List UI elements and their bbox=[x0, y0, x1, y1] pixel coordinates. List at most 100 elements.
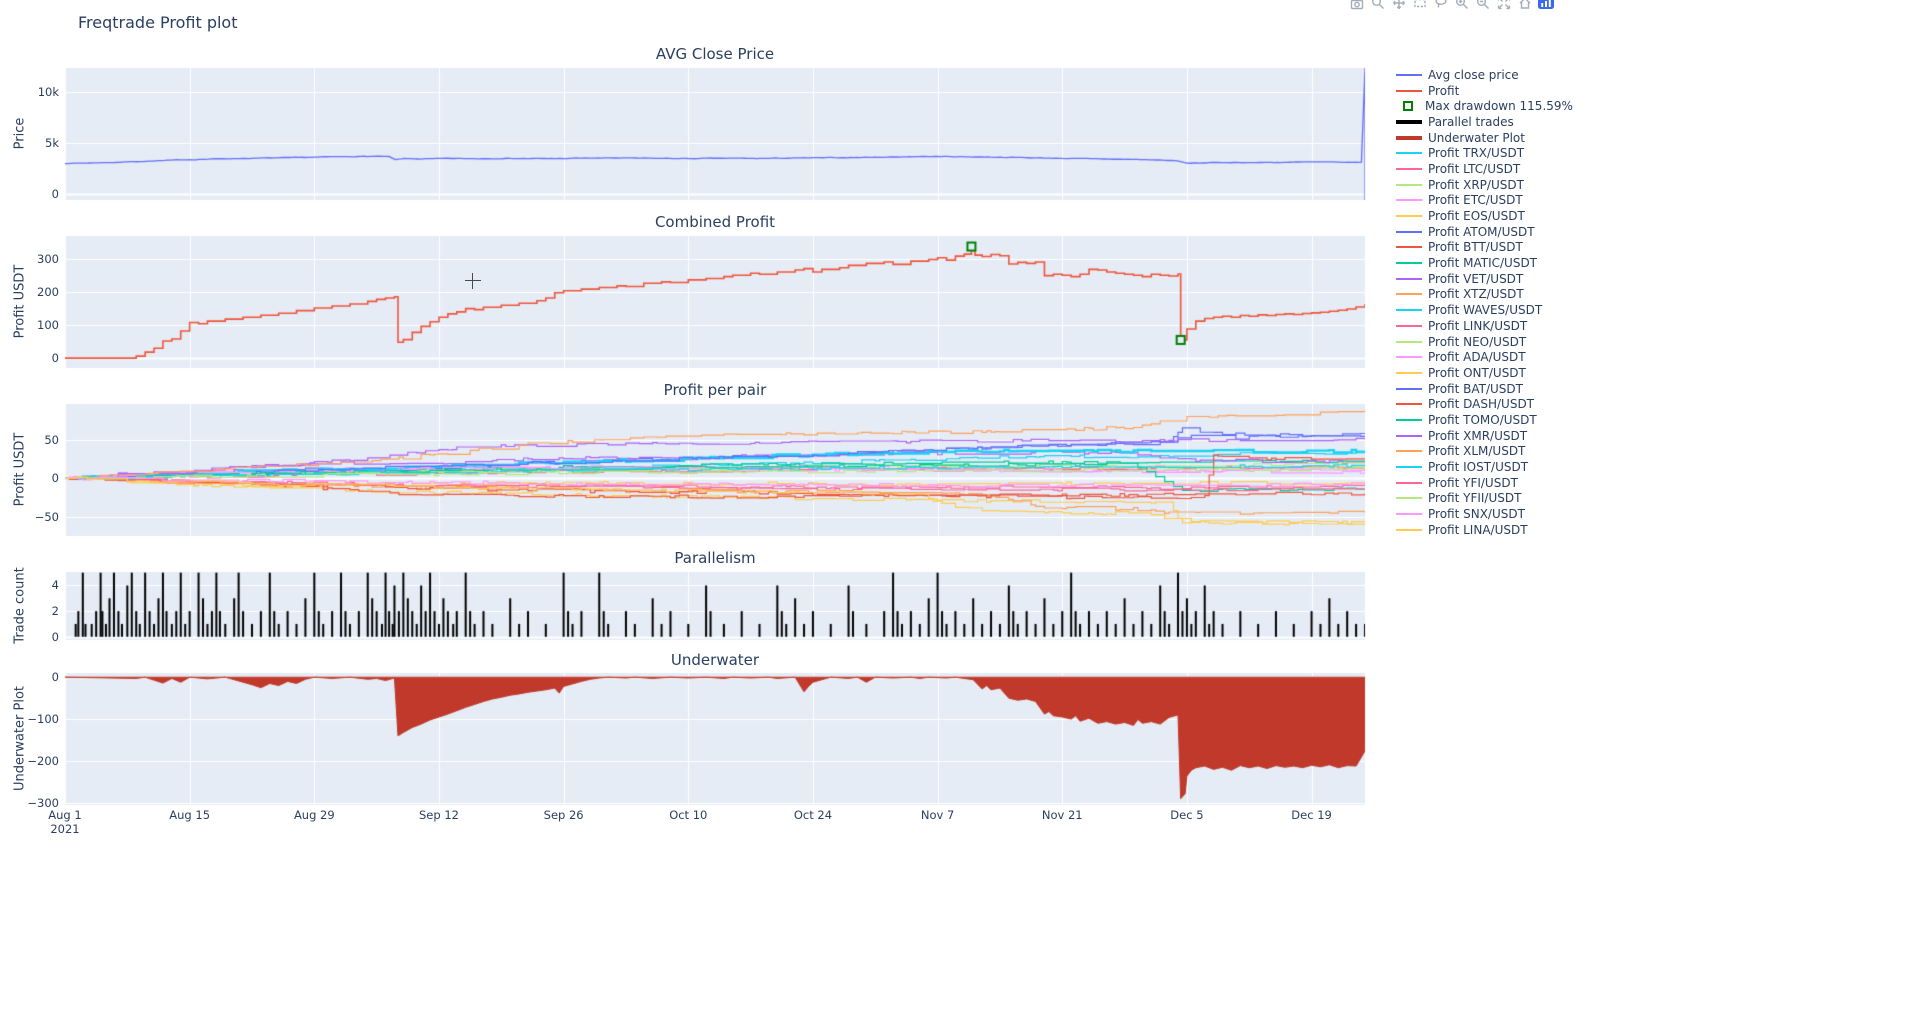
legend-label: Avg close price bbox=[1428, 67, 1519, 82]
legend-item-profit-dash-usdt[interactable]: Profit DASH/USDT bbox=[1396, 396, 1573, 412]
legend-item-profit-etc-usdt[interactable]: Profit ETC/USDT bbox=[1396, 193, 1573, 209]
legend-item-parallel-trades[interactable]: Parallel trades bbox=[1396, 114, 1573, 130]
reset-axes-icon[interactable] bbox=[1514, 0, 1535, 12]
zoom-in-icon[interactable] bbox=[1451, 0, 1472, 12]
legend-swatch-profit-matic-usdt bbox=[1396, 262, 1422, 265]
legend-label: Profit ONT/USDT bbox=[1428, 365, 1526, 380]
legend-label: Underwater Plot bbox=[1428, 130, 1525, 145]
legend-label: Profit BAT/USDT bbox=[1428, 381, 1523, 396]
legend-label: Profit DASH/USDT bbox=[1428, 397, 1535, 412]
legend-swatch-profit-dash-usdt bbox=[1396, 403, 1422, 406]
mouse-crosshair bbox=[465, 273, 481, 289]
legend-item-profit-link-usdt[interactable]: Profit LINK/USDT bbox=[1396, 318, 1573, 334]
legend-item-profit-yfi-usdt[interactable]: Profit YFI/USDT bbox=[1396, 475, 1573, 491]
legend-label: Profit LTC/USDT bbox=[1428, 161, 1521, 176]
legend-swatch-profit-tomo-usdt bbox=[1396, 418, 1422, 421]
legend-swatch-profit-etc-usdt bbox=[1396, 199, 1422, 202]
legend-item-profit-iost-usdt[interactable]: Profit IOST/USDT bbox=[1396, 459, 1573, 475]
legend-swatch-profit-btt-usdt bbox=[1396, 246, 1422, 249]
plotly-logo-icon[interactable] bbox=[1535, 0, 1556, 12]
legend-swatch-profit bbox=[1396, 89, 1422, 92]
legend-swatch-underwater-plot bbox=[1396, 135, 1422, 140]
legend-label: Profit XMR/USDT bbox=[1428, 428, 1528, 443]
legend-label: Profit BTT/USDT bbox=[1428, 240, 1523, 255]
legend-item-profit-neo-usdt[interactable]: Profit NEO/USDT bbox=[1396, 334, 1573, 350]
legend-item-profit-xtz-usdt[interactable]: Profit XTZ/USDT bbox=[1396, 287, 1573, 303]
legend-swatch-avg-close-price bbox=[1396, 73, 1422, 76]
autoscale-icon[interactable] bbox=[1493, 0, 1514, 12]
legend-swatch-parallel-trades bbox=[1396, 119, 1422, 124]
legend-item-profit-xlm-usdt[interactable]: Profit XLM/USDT bbox=[1396, 444, 1573, 460]
legend-item-profit-btt-usdt[interactable]: Profit BTT/USDT bbox=[1396, 240, 1573, 256]
legend-item-profit-trx-usdt[interactable]: Profit TRX/USDT bbox=[1396, 145, 1573, 161]
legend-item-avg-close-price[interactable]: Avg close price bbox=[1396, 67, 1573, 83]
legend-label: Profit XRP/USDT bbox=[1428, 177, 1524, 192]
legend-item-profit[interactable]: Profit bbox=[1396, 83, 1573, 99]
legend-label: Profit bbox=[1428, 83, 1460, 98]
legend-swatch-profit-xtz-usdt bbox=[1396, 293, 1422, 296]
legend-label: Profit SNX/USDT bbox=[1428, 507, 1525, 522]
legend-label: Parallel trades bbox=[1428, 114, 1514, 129]
legend-swatch-profit-neo-usdt bbox=[1396, 340, 1422, 343]
legend-item-profit-atom-usdt[interactable]: Profit ATOM/USDT bbox=[1396, 224, 1573, 240]
legend-item-profit-matic-usdt[interactable]: Profit MATIC/USDT bbox=[1396, 255, 1573, 271]
legend-label: Profit YFII/USDT bbox=[1428, 491, 1522, 506]
legend-label: Profit XLM/USDT bbox=[1428, 444, 1526, 459]
legend-swatch-profit-waves-usdt bbox=[1396, 309, 1422, 312]
legend-item-max-drawdown[interactable]: Max drawdown 115.59% bbox=[1396, 98, 1573, 114]
legend-label: Profit WAVES/USDT bbox=[1428, 303, 1543, 318]
legend-item-profit-ada-usdt[interactable]: Profit ADA/USDT bbox=[1396, 349, 1573, 365]
legend-item-profit-waves-usdt[interactable]: Profit WAVES/USDT bbox=[1396, 302, 1573, 318]
legend-label: Profit TOMO/USDT bbox=[1428, 412, 1537, 427]
box-select-icon[interactable] bbox=[1409, 0, 1430, 12]
legend-item-profit-tomo-usdt[interactable]: Profit TOMO/USDT bbox=[1396, 412, 1573, 428]
legend-swatch-profit-yfi-usdt bbox=[1396, 481, 1422, 484]
legend-swatch-profit-eos-usdt bbox=[1396, 215, 1422, 218]
legend-item-profit-bat-usdt[interactable]: Profit BAT/USDT bbox=[1396, 381, 1573, 397]
legend-item-profit-ltc-usdt[interactable]: Profit LTC/USDT bbox=[1396, 161, 1573, 177]
legend-swatch-profit-bat-usdt bbox=[1396, 387, 1422, 390]
legend-label: Profit MATIC/USDT bbox=[1428, 256, 1538, 271]
zoom-out-icon[interactable] bbox=[1472, 0, 1493, 12]
legend-swatch-profit-iost-usdt bbox=[1396, 466, 1422, 469]
legend-label: Profit YFI/USDT bbox=[1428, 475, 1518, 490]
legend-swatch-profit-trx-usdt bbox=[1396, 152, 1422, 155]
legend-label: Profit XTZ/USDT bbox=[1428, 287, 1524, 302]
legend-label: Profit ATOM/USDT bbox=[1428, 224, 1535, 239]
zoom-icon[interactable] bbox=[1367, 0, 1388, 12]
download-png-icon[interactable] bbox=[1346, 0, 1367, 12]
legend-label: Profit LINA/USDT bbox=[1428, 522, 1528, 537]
legend-item-profit-xrp-usdt[interactable]: Profit XRP/USDT bbox=[1396, 177, 1573, 193]
legend-label: Max drawdown 115.59% bbox=[1425, 99, 1573, 114]
legend-swatch-profit-ada-usdt bbox=[1396, 356, 1422, 359]
legend-swatch-profit-lina-usdt bbox=[1396, 528, 1422, 531]
legend-item-underwater-plot[interactable]: Underwater Plot bbox=[1396, 130, 1573, 146]
legend-label: Profit ADA/USDT bbox=[1428, 350, 1526, 365]
legend-label: Profit VET/USDT bbox=[1428, 271, 1524, 286]
legend-item-profit-xmr-usdt[interactable]: Profit XMR/USDT bbox=[1396, 428, 1573, 444]
legend: Avg close price Profit Max drawdown 115.59… bbox=[1396, 67, 1573, 538]
legend-swatch-profit-atom-usdt bbox=[1396, 230, 1422, 233]
legend-item-profit-snx-usdt[interactable]: Profit SNX/USDT bbox=[1396, 506, 1573, 522]
pan-icon[interactable] bbox=[1388, 0, 1409, 12]
legend-item-profit-eos-usdt[interactable]: Profit EOS/USDT bbox=[1396, 208, 1573, 224]
legend-swatch-profit-ont-usdt bbox=[1396, 371, 1422, 374]
legend-swatch-profit-xlm-usdt bbox=[1396, 450, 1422, 453]
legend-item-profit-lina-usdt[interactable]: Profit LINA/USDT bbox=[1396, 522, 1573, 538]
legend-label: Profit TRX/USDT bbox=[1428, 146, 1525, 161]
legend-swatch-profit-xmr-usdt bbox=[1396, 434, 1422, 437]
legend-swatch-profit-xrp-usdt bbox=[1396, 183, 1422, 186]
legend-item-profit-vet-usdt[interactable]: Profit VET/USDT bbox=[1396, 271, 1573, 287]
legend-swatch-profit-snx-usdt bbox=[1396, 513, 1422, 516]
lasso-select-icon[interactable] bbox=[1430, 0, 1451, 12]
legend-swatch-profit-ltc-usdt bbox=[1396, 167, 1422, 170]
modebar bbox=[1346, 0, 1556, 12]
legend-label: Profit IOST/USDT bbox=[1428, 460, 1529, 475]
legend-swatch-profit-yfii-usdt bbox=[1396, 497, 1422, 500]
legend-swatch-profit-vet-usdt bbox=[1396, 277, 1422, 280]
legend-item-profit-yfii-usdt[interactable]: Profit YFII/USDT bbox=[1396, 491, 1573, 507]
legend-swatch-profit-link-usdt bbox=[1396, 324, 1422, 327]
legend-swatch-max-drawdown bbox=[1403, 101, 1413, 112]
legend-item-profit-ont-usdt[interactable]: Profit ONT/USDT bbox=[1396, 365, 1573, 381]
